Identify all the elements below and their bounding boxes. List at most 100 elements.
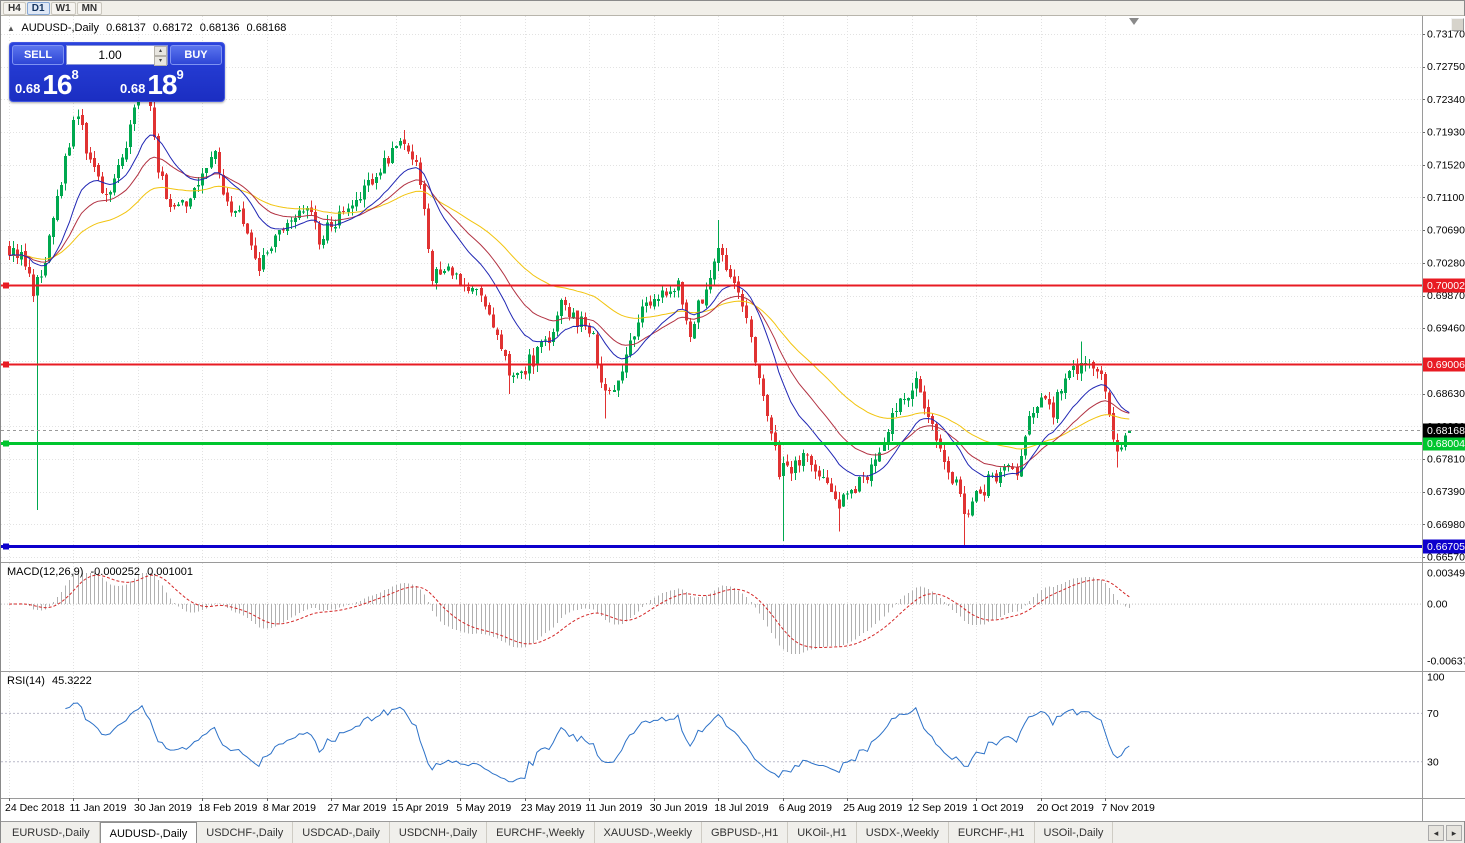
svg-text:0.68004: 0.68004 bbox=[1427, 438, 1465, 450]
timeframe-button-w1[interactable]: W1 bbox=[50, 1, 76, 15]
svg-text:0.68168: 0.68168 bbox=[1427, 425, 1465, 437]
chart-scroll-button[interactable] bbox=[1451, 18, 1464, 31]
svg-text:30 Jan 2019: 30 Jan 2019 bbox=[134, 802, 192, 814]
svg-text:30 Jun 2019: 30 Jun 2019 bbox=[650, 802, 708, 814]
tabs-scroll-left-button[interactable]: ◂ bbox=[1428, 825, 1444, 841]
svg-text:0.66980: 0.66980 bbox=[1427, 519, 1465, 531]
svg-text:0.70280: 0.70280 bbox=[1427, 257, 1465, 269]
one-click-prices: 0.68 16 8 0.68 18 9 bbox=[12, 66, 222, 99]
svg-text:0.71100: 0.71100 bbox=[1427, 192, 1464, 204]
svg-text:15 Apr 2019: 15 Apr 2019 bbox=[392, 802, 449, 814]
buy-button[interactable]: BUY bbox=[170, 45, 222, 65]
volume-input[interactable] bbox=[66, 45, 168, 65]
chart-tab-audusd-daily[interactable]: AUDUSD-,Daily bbox=[99, 822, 198, 843]
macd-histogram bbox=[13, 573, 1130, 655]
svg-text:0.66705: 0.66705 bbox=[1427, 541, 1465, 553]
chart-tab-xauusd-weekly[interactable]: XAUUSD-,Weekly bbox=[595, 822, 702, 843]
svg-text:0.69460: 0.69460 bbox=[1427, 323, 1465, 335]
ma-slow-line bbox=[8, 185, 1130, 450]
ohlc-high: 0.68172 bbox=[152, 22, 193, 34]
volume-decrease-button[interactable]: ▾ bbox=[154, 56, 167, 66]
svg-text:18 Feb 2019: 18 Feb 2019 bbox=[198, 802, 257, 814]
svg-text:12 Sep 2019: 12 Sep 2019 bbox=[908, 802, 968, 814]
chart-tab-gbpusd-h1[interactable]: GBPUSD-,H1 bbox=[702, 822, 789, 843]
svg-text:18 Jul 2019: 18 Jul 2019 bbox=[714, 802, 768, 814]
chart-tab-usdchf-daily[interactable]: USDCHF-,Daily bbox=[197, 822, 294, 843]
chart-symbol-label: AUDUSD-,Daily bbox=[21, 22, 99, 34]
svg-text:70: 70 bbox=[1427, 708, 1439, 720]
svg-text:0.00349: 0.00349 bbox=[1427, 568, 1465, 580]
chart-tab-bar: EURUSD-,Daily AUDUSD-,Daily USDCHF-,Daily U… bbox=[1, 821, 1464, 843]
svg-text:11 Jun 2019: 11 Jun 2019 bbox=[585, 802, 642, 814]
svg-text:0.72340: 0.72340 bbox=[1427, 94, 1465, 106]
macd-main-value: -0.000252 bbox=[90, 566, 141, 578]
chart-tab-eurchf-weekly[interactable]: EURCHF-,Weekly bbox=[487, 822, 595, 843]
svg-text:0.71930: 0.71930 bbox=[1427, 127, 1465, 139]
svg-text:24 Dec 2018: 24 Dec 2018 bbox=[5, 802, 65, 814]
rsi-value: 45.3222 bbox=[51, 675, 92, 687]
svg-text:8 Mar 2019: 8 Mar 2019 bbox=[263, 802, 316, 814]
svg-text:0.71520: 0.71520 bbox=[1427, 159, 1465, 171]
volume-spinner: ▴ ▾ bbox=[154, 46, 167, 66]
candlestick-series bbox=[8, 69, 1131, 546]
svg-text:0.73170: 0.73170 bbox=[1427, 29, 1465, 41]
sell-price-display[interactable]: 0.68 16 8 bbox=[12, 66, 117, 99]
buy-price-display[interactable]: 0.68 18 9 bbox=[117, 66, 222, 99]
svg-text:6 Aug 2019: 6 Aug 2019 bbox=[779, 802, 832, 814]
svg-text:0.69006: 0.69006 bbox=[1427, 359, 1465, 371]
chart-tab-usdcnh-daily[interactable]: USDCNH-,Daily bbox=[390, 822, 488, 843]
ma-fast-line bbox=[8, 134, 1130, 478]
svg-text:0.67390: 0.67390 bbox=[1427, 486, 1465, 498]
svg-text:27 Mar 2019: 27 Mar 2019 bbox=[327, 802, 386, 814]
svg-text:23 May 2019: 23 May 2019 bbox=[521, 802, 582, 814]
macd-legend: MACD(12,26,9) -0.000252 0.001001 bbox=[7, 566, 197, 578]
price-level-labels: 0.70002 0.69006 0.68004 0.66705 0.68168 bbox=[1423, 278, 1465, 554]
svg-text:7 Nov 2019: 7 Nov 2019 bbox=[1101, 802, 1155, 814]
timeframe-button-h4[interactable]: H4 bbox=[3, 1, 26, 15]
svg-text:0.70002: 0.70002 bbox=[1427, 280, 1465, 292]
svg-text:25 Aug 2019: 25 Aug 2019 bbox=[843, 802, 902, 814]
macd-name: MACD(12,26,9) bbox=[7, 566, 84, 578]
one-click-controls: SELL ▴ ▾ BUY bbox=[12, 45, 222, 66]
chart-tab-usoil-daily[interactable]: USOil-,Daily bbox=[1035, 822, 1114, 843]
price-chart[interactable]: 0.73170 0.72750 0.72340 0.71930 0.71520 0.711… bbox=[1, 16, 1465, 821]
svg-text:-0.00637: -0.00637 bbox=[1427, 656, 1465, 668]
sell-button[interactable]: SELL bbox=[12, 45, 64, 65]
svg-text:0.00: 0.00 bbox=[1427, 599, 1448, 611]
timeframe-button-d1[interactable]: D1 bbox=[26, 1, 50, 15]
chart-tab-usdx-weekly[interactable]: USDX-,Weekly bbox=[857, 822, 949, 843]
ohlc-low: 0.68136 bbox=[199, 22, 240, 34]
chart-legend: ▲ AUDUSD-,Daily 0.68137 0.68172 0.68136 … bbox=[7, 22, 290, 34]
volume-increase-button[interactable]: ▴ bbox=[154, 46, 167, 56]
macd-signal-line bbox=[8, 574, 1130, 648]
chart-tab-usdcad-daily[interactable]: USDCAD-,Daily bbox=[293, 822, 390, 843]
tabs-scroll-right-button[interactable]: ▸ bbox=[1446, 825, 1462, 841]
svg-text:0.70690: 0.70690 bbox=[1427, 225, 1465, 237]
one-click-collapse-icon[interactable]: ▲ bbox=[7, 24, 15, 33]
svg-text:100: 100 bbox=[1427, 672, 1445, 684]
svg-text:0.72750: 0.72750 bbox=[1427, 61, 1465, 73]
chart-shift-marker-icon[interactable] bbox=[1129, 18, 1139, 25]
svg-text:11 Jan 2019: 11 Jan 2019 bbox=[70, 802, 127, 814]
chart-tab-eurchf-h1[interactable]: EURCHF-,H1 bbox=[949, 822, 1035, 843]
one-click-trading-panel: SELL ▴ ▾ BUY 0.68 16 8 0.68 bbox=[9, 42, 225, 102]
timeframe-toolbar: H4 D1 W1 MN bbox=[1, 1, 1464, 16]
svg-text:1 Oct 2019: 1 Oct 2019 bbox=[972, 802, 1024, 814]
sell-price-base: 0.68 bbox=[15, 81, 41, 96]
ma-mid-line bbox=[8, 156, 1130, 468]
svg-text:0.68630: 0.68630 bbox=[1427, 388, 1465, 400]
svg-text:20 Oct 2019: 20 Oct 2019 bbox=[1037, 802, 1094, 814]
ohlc-open: 0.68137 bbox=[106, 22, 146, 34]
ohlc-close: 0.68168 bbox=[246, 22, 287, 34]
svg-text:5 May 2019: 5 May 2019 bbox=[456, 802, 511, 814]
svg-text:0.67810: 0.67810 bbox=[1427, 453, 1465, 465]
svg-text:30: 30 bbox=[1427, 756, 1439, 768]
volume-field: ▴ ▾ bbox=[66, 45, 168, 66]
chart-tab-ukoil-h1[interactable]: UKOil-,H1 bbox=[788, 822, 857, 843]
timeframe-button-mn[interactable]: MN bbox=[76, 1, 103, 15]
rsi-legend: RSI(14) 45.3222 bbox=[7, 675, 96, 687]
rsi-line bbox=[65, 702, 1130, 783]
chart-tab-eurusd-daily[interactable]: EURUSD-,Daily bbox=[3, 822, 100, 843]
sell-price-point: 8 bbox=[71, 67, 79, 82]
